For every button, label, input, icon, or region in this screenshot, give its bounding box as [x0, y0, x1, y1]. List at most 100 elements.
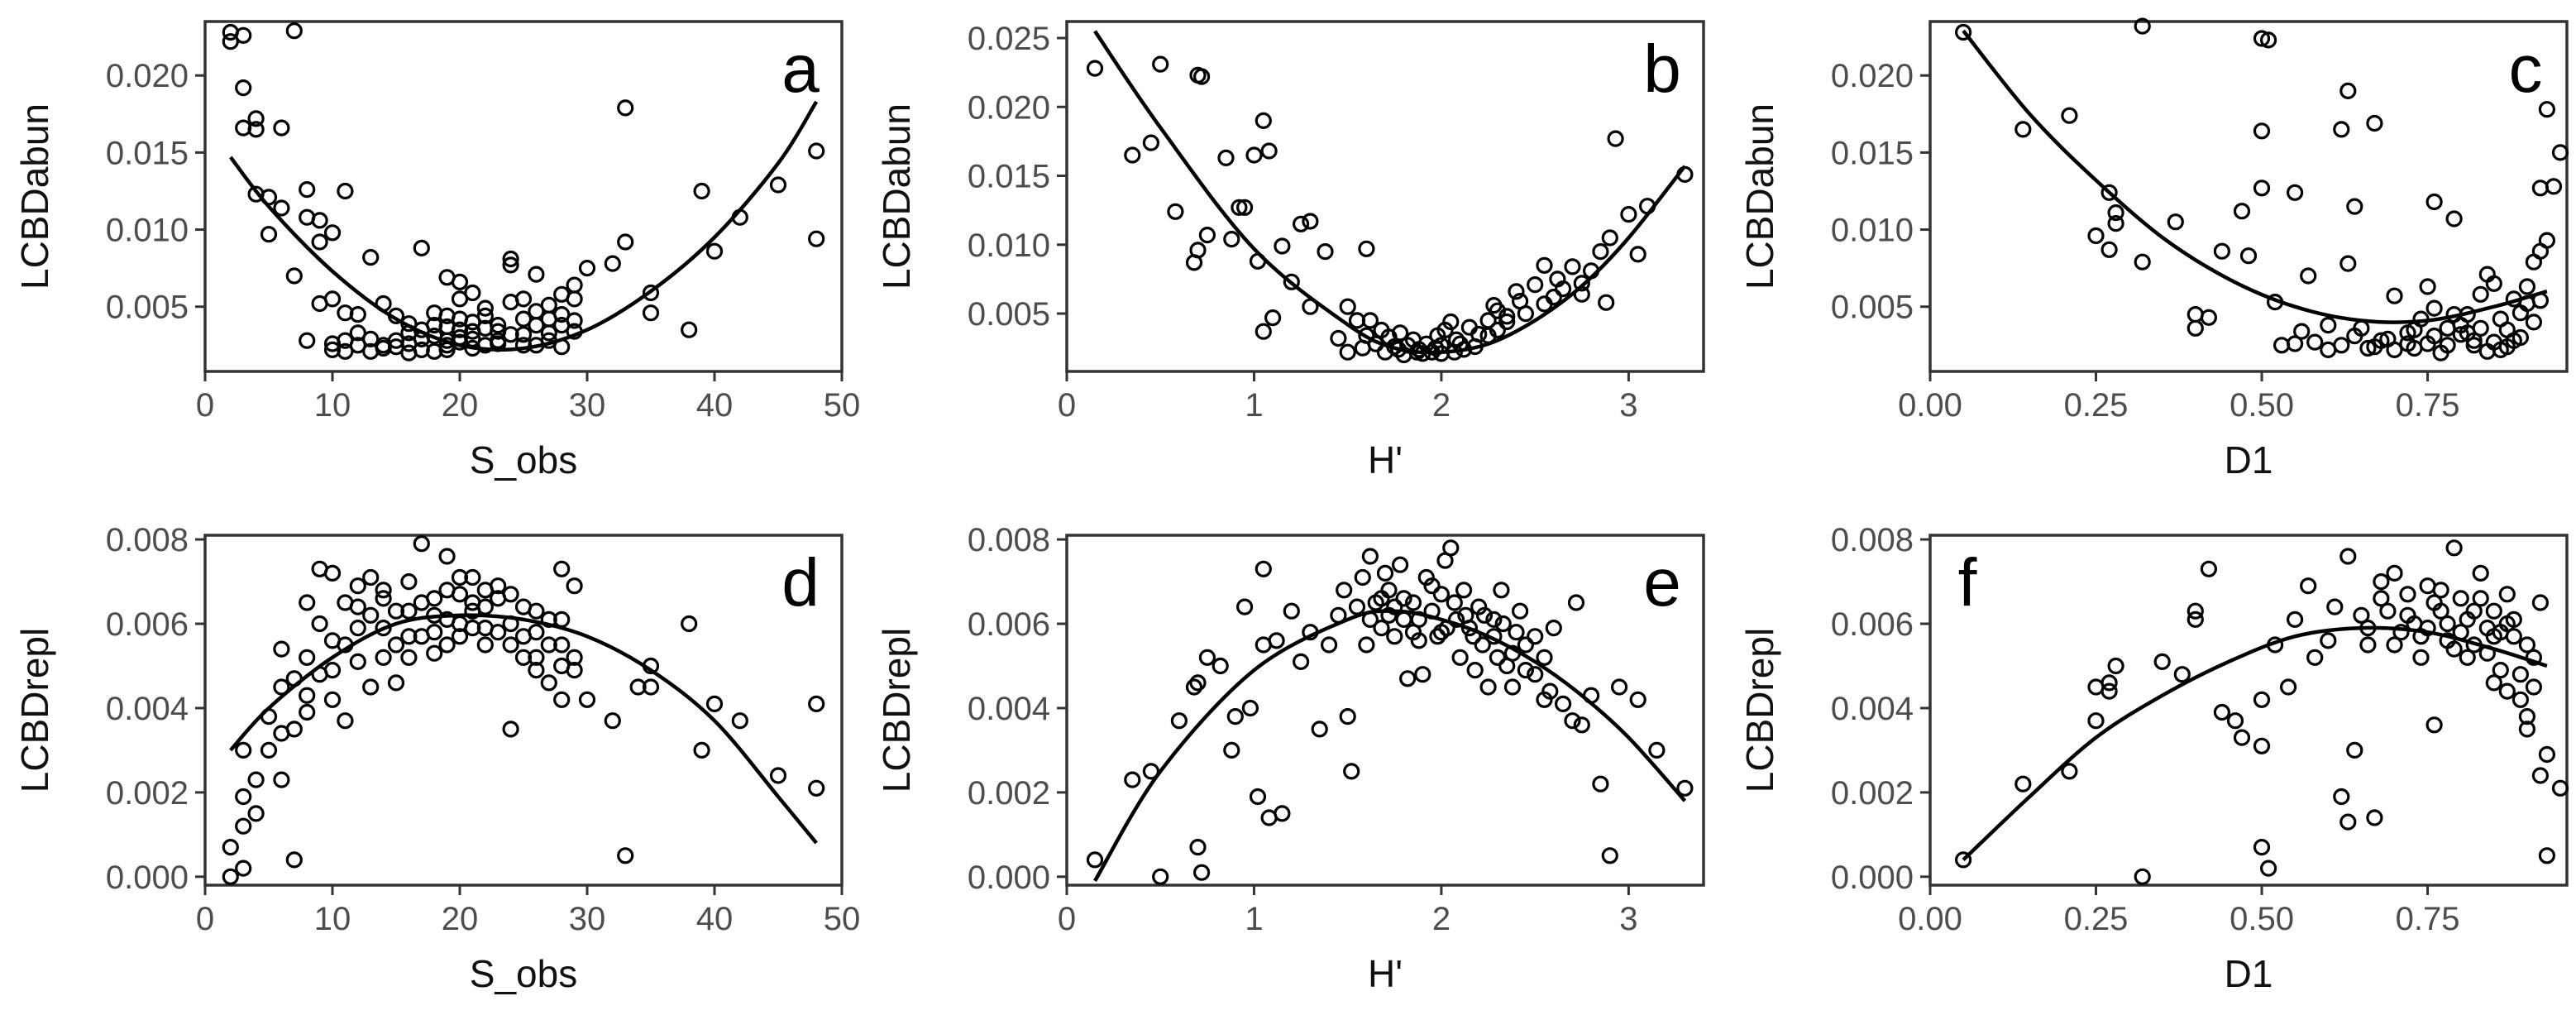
data-point — [2472, 285, 2489, 303]
data-point — [426, 317, 443, 334]
data-point — [1423, 577, 1441, 595]
data-point — [2267, 636, 2284, 654]
data-point — [2366, 338, 2383, 356]
x-tick-label: 20 — [442, 901, 479, 937]
y-tick-label: 0.015 — [968, 159, 1050, 195]
data-point — [731, 712, 748, 730]
data-point — [490, 332, 507, 349]
data-point — [1185, 254, 1203, 271]
data-point — [2186, 602, 2204, 620]
data-point — [2253, 122, 2271, 140]
data-point — [1648, 741, 1666, 759]
x-axis: 0.00 0.25 0.50 0.75 D1 — [1898, 885, 2459, 995]
data-point — [1361, 611, 1379, 629]
y-axis: 0.000 0.002 0.004 0.006 0.008 LCBDrepl — [875, 522, 1067, 896]
data-point — [1536, 295, 1553, 313]
x-axis-label: D1 — [2225, 952, 2273, 995]
data-point — [349, 306, 366, 323]
data-point — [2445, 210, 2463, 227]
data-point — [808, 142, 825, 160]
data-point — [2339, 813, 2357, 831]
data-point — [1432, 624, 1450, 641]
plot-frame — [1065, 20, 1705, 373]
data-point — [705, 695, 724, 713]
data-point — [464, 284, 481, 302]
data-point — [1466, 661, 1484, 679]
data-point — [566, 276, 583, 294]
x-tick-label: 50 — [824, 901, 861, 937]
data-point — [2186, 611, 2204, 629]
data-point — [1255, 112, 1272, 129]
data-point — [362, 678, 380, 696]
data-point — [528, 661, 545, 679]
data-point — [1255, 323, 1272, 340]
data-point — [1348, 598, 1366, 615]
data-point — [2100, 674, 2118, 692]
data-point — [1429, 628, 1446, 645]
data-point — [1582, 687, 1600, 704]
data-point — [1389, 341, 1407, 358]
data-point — [2525, 649, 2542, 666]
data-point — [362, 606, 380, 624]
data-point — [540, 674, 557, 692]
y-tick-label: 0.008 — [1831, 522, 1914, 558]
data-point — [235, 119, 252, 136]
data-point — [2107, 657, 2124, 675]
data-point — [1264, 309, 1282, 327]
data-point — [413, 594, 430, 611]
data-point — [540, 310, 557, 328]
y-tick-label: 0.006 — [1831, 606, 1914, 643]
x-tick-label: 0.75 — [2396, 901, 2460, 937]
data-point — [1414, 666, 1431, 683]
data-point — [285, 22, 303, 40]
data-point — [235, 79, 252, 97]
data-point — [2014, 775, 2032, 793]
x-tick-label: 3 — [1619, 901, 1637, 937]
data-point — [1260, 142, 1278, 160]
data-point — [693, 741, 710, 759]
y-tick-label: 0.006 — [106, 606, 189, 643]
data-point — [2452, 590, 2469, 607]
data-point — [2253, 180, 2271, 197]
data-point — [1442, 539, 1460, 557]
data-point — [1494, 615, 1512, 633]
data-point — [1442, 313, 1460, 331]
data-point — [273, 678, 290, 696]
y-tick-label: 0.010 — [106, 213, 189, 249]
y-tick-label: 0.020 — [968, 89, 1050, 126]
data-point — [502, 586, 519, 603]
data-point — [273, 119, 290, 136]
data-point — [1498, 313, 1516, 331]
panel-e: 0 1 2 3 H' 0.000 0.002 0.004 0.006 0.008 LCBDrepl e — [875, 522, 1705, 995]
y-tick-label: 0.000 — [968, 860, 1050, 896]
x-tick-label: 0 — [1058, 901, 1076, 937]
data-point — [2253, 737, 2271, 754]
x-tick-label: 10 — [314, 387, 351, 424]
data-point — [2425, 299, 2443, 317]
data-point — [808, 779, 825, 797]
data-point — [337, 712, 354, 730]
data-point — [1508, 624, 1525, 641]
data-point — [642, 304, 660, 322]
data-point — [2167, 213, 2184, 231]
data-point — [464, 594, 481, 611]
data-point — [349, 619, 366, 637]
data-point — [502, 615, 519, 633]
data-point — [1086, 851, 1104, 869]
data-point — [502, 326, 519, 343]
data-point — [1395, 590, 1412, 607]
data-point — [375, 649, 392, 666]
data-point — [400, 572, 418, 591]
x-tick-label: 0.00 — [1898, 901, 1962, 937]
data-point — [235, 860, 252, 877]
data-point — [2333, 788, 2350, 806]
y-tick-label: 0.004 — [1831, 691, 1914, 727]
y-tick-label: 0.000 — [106, 860, 189, 896]
plot-frame — [1065, 534, 1705, 887]
data-point — [1274, 805, 1291, 822]
panel-letter: b — [1643, 31, 1681, 107]
data-point — [2511, 691, 2529, 708]
data-point — [400, 315, 418, 333]
data-point — [1638, 198, 1656, 215]
data-point — [1447, 611, 1465, 629]
